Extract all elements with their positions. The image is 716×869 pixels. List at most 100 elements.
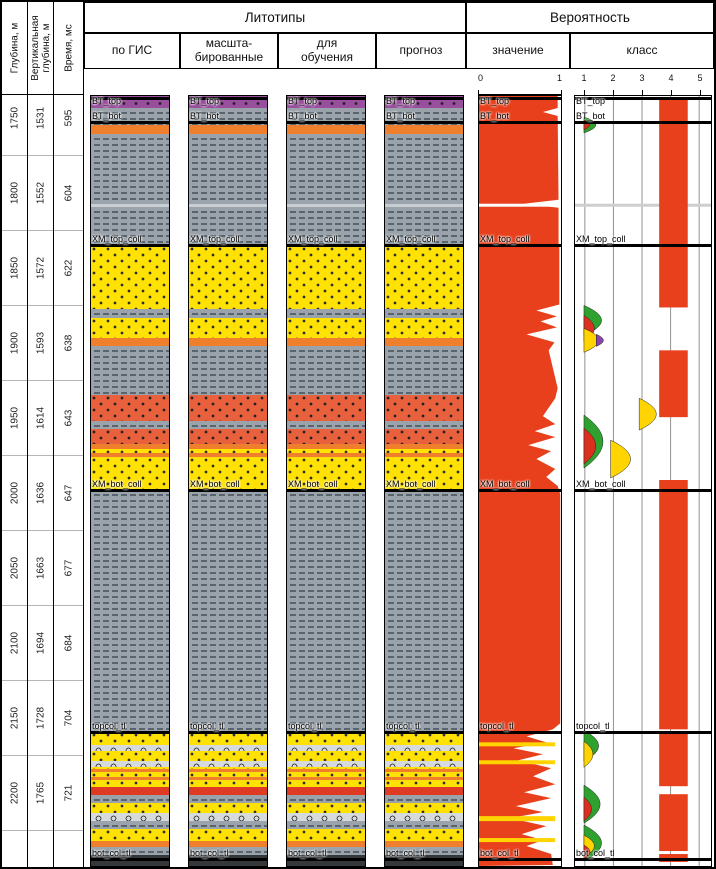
lith-interval-sand bbox=[287, 318, 365, 338]
class-scale-num-1: 1 bbox=[581, 73, 587, 83]
marker-line-XM_top_coll bbox=[189, 244, 267, 247]
marker-line-bot_col_tl bbox=[479, 858, 561, 861]
lith-interval-circles bbox=[189, 745, 267, 751]
ruler-col-tvd: Вертикальная глубина, м 1531 1552 1572 1593… bbox=[28, 2, 54, 867]
lith-interval-sand bbox=[287, 780, 365, 787]
lith-interval-sand bbox=[189, 457, 267, 490]
class-scale: 1 2 3 4 5 bbox=[574, 72, 712, 95]
marker-label-bot_col_tl: bot_col_tl bbox=[92, 848, 131, 858]
marker-label-XM_top_coll: XM_top_coll bbox=[480, 234, 530, 244]
class-scale-num-2: 2 bbox=[610, 73, 616, 83]
marker-line-BT_top bbox=[575, 97, 711, 100]
marker-label-BT_top: BT_top bbox=[386, 96, 416, 106]
lith-interval-sand bbox=[91, 772, 169, 777]
litho-track-gis: BT_top BT_bot XM_top_coll XM_bot_coll topcol… bbox=[90, 95, 170, 867]
value-plot bbox=[479, 96, 561, 866]
lith-interval-orange bbox=[287, 841, 365, 847]
lith-interval-shale bbox=[91, 134, 169, 204]
lith-interval-sand bbox=[189, 767, 267, 769]
marker-label-BT_bot: BT_bot bbox=[288, 111, 318, 121]
lith-interval-red bbox=[287, 787, 365, 795]
marker-label-BT_top: BT_top bbox=[480, 96, 510, 106]
ruler-depth-label: Глубина, м bbox=[8, 22, 20, 74]
lith-interval-sand bbox=[189, 751, 267, 761]
lith-interval-sand bbox=[189, 449, 267, 453]
lith-interval-sand bbox=[189, 732, 267, 745]
lith-interval-shale bbox=[385, 821, 463, 829]
marker-line-bot_col_tl bbox=[287, 858, 365, 861]
lith-interval-sand bbox=[287, 751, 365, 761]
lithotypes-header: Литотипы bbox=[84, 2, 466, 33]
ruler-time-label: Время, мс bbox=[62, 24, 74, 72]
ruler-body-depth: 1750 1800 1850 1900 1950 2000 2050 2100 2150 2200 bbox=[2, 95, 27, 867]
lith-interval-shale bbox=[287, 490, 365, 732]
litho-track-forecast: BT_top BT_bot XM_top_coll XM_bot_coll topcol… bbox=[384, 95, 464, 867]
value-scale-min: 0 bbox=[478, 73, 484, 83]
lith-interval-sand bbox=[91, 246, 169, 309]
marker-label-XM_top_coll: XM_top_coll bbox=[92, 234, 142, 244]
marker-label-BT_top: BT_top bbox=[92, 96, 122, 106]
lith-interval-shale bbox=[385, 490, 463, 732]
marker-label-XM_top_coll: XM_top_coll bbox=[386, 234, 436, 244]
marker-label-bot_col_tl: bot_col_tl bbox=[288, 848, 327, 858]
col-header-scaled: масшта- бированные bbox=[180, 33, 278, 69]
marker-line-bot_col_tl bbox=[385, 858, 463, 861]
lith-interval-orange bbox=[189, 444, 267, 449]
class-scale-tick-3 bbox=[642, 90, 643, 95]
lith-interval-shale bbox=[189, 821, 267, 829]
lith-interval-circles bbox=[91, 745, 169, 751]
probability-class-track: BT_top BT_bot XM_top_coll XM_bot_coll topcol… bbox=[574, 95, 712, 867]
lith-interval-orange bbox=[91, 769, 169, 772]
col-header-prob-value: значение bbox=[466, 33, 570, 69]
marker-label-XM_top_coll: XM_top_coll bbox=[576, 234, 626, 244]
lith-interval-orange bbox=[189, 841, 267, 847]
marker-line-BT_top bbox=[287, 97, 365, 100]
lith-interval-orange bbox=[189, 453, 267, 457]
marker-label-XM_bot_coll: XM_bot_coll bbox=[480, 479, 530, 489]
lith-interval-orange bbox=[287, 777, 365, 780]
lith-interval-shale bbox=[287, 795, 365, 803]
marker-line-XM_bot_coll bbox=[479, 489, 561, 492]
lith-interval-shale bbox=[287, 309, 365, 318]
ruler-tvd-label: Вертикальная глубина, м bbox=[29, 15, 52, 81]
lith-interval-shale bbox=[385, 108, 463, 125]
lith-interval-red bbox=[91, 787, 169, 795]
lith-interval-sand bbox=[287, 803, 365, 813]
marker-line-XM_bot_coll bbox=[189, 489, 267, 492]
litho-track-scaled: BT_top BT_bot XM_top_coll XM_bot_coll topcol… bbox=[188, 95, 268, 867]
ruler-col-time: Время, мс 595 604 622 638 643 647 677 684 704 721 bbox=[54, 2, 84, 867]
lith-interval-sand bbox=[385, 318, 463, 338]
lith-interval-orange bbox=[385, 125, 463, 134]
marker-label-bot_col_tl: bot_col_tl bbox=[480, 848, 519, 858]
marker-line-BT_top bbox=[91, 97, 169, 100]
marker-label-topcol_tl: topcol_tl bbox=[386, 721, 420, 731]
lith-interval-sand bbox=[189, 780, 267, 787]
marker-label-topcol_tl: topcol_tl bbox=[190, 721, 224, 731]
lith-interval-sand bbox=[385, 751, 463, 761]
lith-interval-shale bbox=[189, 795, 267, 803]
lith-interval-gray bbox=[287, 204, 365, 207]
lith-interval-shale bbox=[189, 309, 267, 318]
col-header-gis: по ГИС bbox=[84, 33, 180, 69]
lith-interval-circles bbox=[287, 761, 365, 767]
ruler-tvd-title: Вертикальная глубина, м bbox=[28, 2, 53, 95]
lith-interval-sand bbox=[287, 246, 365, 309]
marker-line-XM_top_coll bbox=[479, 244, 561, 247]
col-header-prob-class: класс bbox=[570, 33, 714, 69]
lith-interval-sand bbox=[91, 767, 169, 769]
lith-interval-shale bbox=[189, 134, 267, 204]
class-scale-tick-4 bbox=[671, 90, 672, 95]
lith-interval-shale bbox=[91, 821, 169, 829]
lith-interval-orange bbox=[91, 338, 169, 346]
lith-interval-shale bbox=[287, 821, 365, 829]
marker-label-XM_bot_coll: XM_bot_coll bbox=[288, 479, 338, 489]
lith-interval-orange bbox=[385, 338, 463, 346]
marker-line-topcol_tl bbox=[385, 731, 463, 734]
lith-interval-orange bbox=[287, 338, 365, 346]
lith-interval-orange bbox=[287, 453, 365, 457]
lith-interval-orange bbox=[385, 453, 463, 457]
marker-line-bot_col_tl bbox=[575, 858, 711, 861]
lith-interval-circles bbox=[287, 813, 365, 821]
lith-interval-silt bbox=[287, 395, 365, 421]
